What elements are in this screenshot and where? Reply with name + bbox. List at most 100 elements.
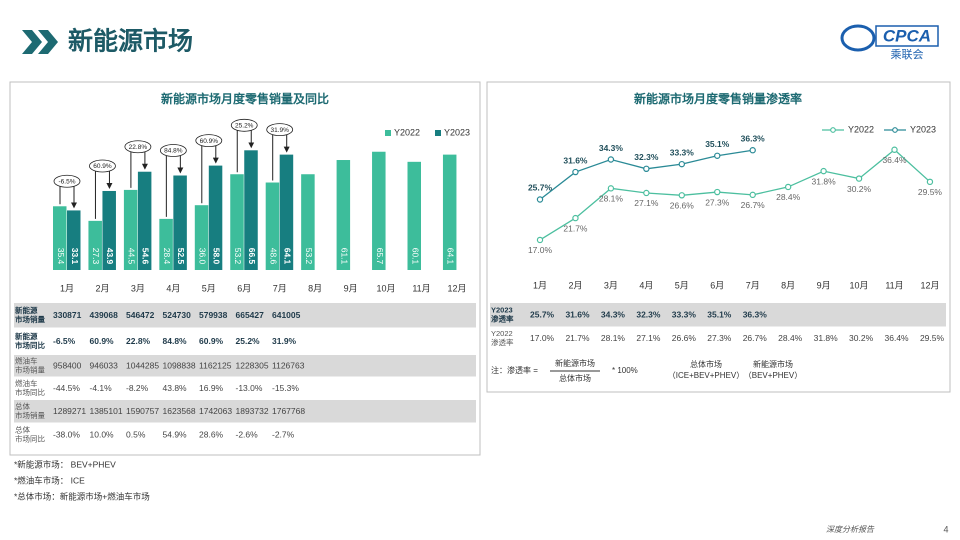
row-label: 新能源市场销量 <box>15 305 45 324</box>
chart-title: 新能源市场月度零售销量及同比 <box>161 91 329 106</box>
data-label: 58.0 <box>212 248 222 265</box>
x-tick-label: 10月 <box>850 280 869 290</box>
table-cell: -6.5% <box>53 336 76 346</box>
data-label: 54.6 <box>141 248 151 265</box>
x-tick-label: 8月 <box>781 280 795 290</box>
point <box>714 152 721 159</box>
table-cell: 1098838 <box>163 360 196 370</box>
yoy-bubble <box>89 159 116 173</box>
logo-box <box>875 25 939 47</box>
row-label: 总体市场销量 <box>15 401 45 420</box>
bar <box>372 151 386 270</box>
table-cell: 16.9% <box>199 383 224 393</box>
right-panel <box>486 81 951 393</box>
table-cell: 60.9% <box>199 336 224 346</box>
table-cell: 1767768 <box>272 406 305 416</box>
table-cell: 665427 <box>236 310 265 320</box>
point <box>536 196 544 203</box>
yoy-bubble <box>266 123 294 137</box>
table-cell: 17.0% <box>530 333 555 343</box>
point <box>926 178 934 186</box>
point <box>820 167 827 175</box>
logo-text: CPCA <box>883 26 931 45</box>
data-label: 36.4% <box>882 155 907 165</box>
yoy-label: 84.8% <box>164 148 183 155</box>
chevron <box>38 30 58 54</box>
legend-swatch <box>385 130 391 136</box>
table-cell: 330871 <box>53 310 82 320</box>
row-label: 燃油车市场同比 <box>15 378 45 397</box>
table-cell: 60.9% <box>90 336 115 346</box>
table-cell: 36.3% <box>743 309 768 319</box>
data-label: 43.9 <box>105 248 115 265</box>
x-tick-label: 2月 <box>95 283 109 293</box>
table-cell: 28.1% <box>601 333 626 343</box>
x-tick-label: 11月 <box>412 283 430 293</box>
line <box>539 148 931 241</box>
data-label: 65.7 <box>375 248 385 265</box>
row-label: 燃油车市场销量 <box>15 355 45 374</box>
x-tick-label: 9月 <box>344 283 358 293</box>
point <box>855 175 863 182</box>
table-cell: 43.8% <box>163 383 188 393</box>
table-cell: 1623568 <box>163 406 196 416</box>
formula-factor: * 100% <box>612 366 638 375</box>
table-cell: 31.9% <box>272 336 297 346</box>
x-tick-label: 7月 <box>273 283 287 293</box>
legend-label: Y2023 <box>910 124 936 134</box>
data-label: 53.2 <box>304 248 314 265</box>
bar <box>137 171 152 270</box>
table-cell: 29.5% <box>920 333 945 343</box>
bar <box>88 220 102 270</box>
yoy-bubble <box>195 134 223 148</box>
legend-label: Y2023 <box>444 127 470 137</box>
table-cell: 21.7% <box>565 333 590 343</box>
bar <box>194 205 209 270</box>
table-cell: 10.0% <box>90 429 115 439</box>
x-tick-label: 5月 <box>202 283 216 293</box>
row-label: 新能源市场同比 <box>15 331 45 350</box>
table-cell: 1228305 <box>236 360 269 370</box>
definition-name: 新能源市场 <box>753 359 793 369</box>
x-tick-label: 12月 <box>447 283 466 293</box>
data-label: 17.0% <box>528 245 553 255</box>
table-cell: 579938 <box>199 310 228 320</box>
data-label: 35.4 <box>56 248 66 265</box>
table-cell: 22.8% <box>126 336 151 346</box>
table-cell: 33.3% <box>672 309 697 319</box>
table-cell: 34.3% <box>601 309 626 319</box>
definition-scope: （BEV+PHEV） <box>744 371 802 380</box>
yoy-label: 31.9% <box>270 127 289 134</box>
point <box>607 185 615 192</box>
table-cell: 30.2% <box>849 333 874 343</box>
table-cell: 28.4% <box>778 333 803 343</box>
bar <box>53 206 67 270</box>
bar <box>230 174 244 270</box>
logo-subtext: 乘联会 <box>891 48 924 61</box>
row-label: Y2023 渗透率 <box>491 305 514 323</box>
data-label: 64.1 <box>446 248 456 265</box>
data-label: 48.6 <box>268 248 278 265</box>
point <box>891 146 898 153</box>
table-cell: 1162125 <box>199 360 232 370</box>
table-cell: 26.7% <box>743 333 768 343</box>
table-cell: 946033 <box>90 360 119 370</box>
table-cell: -2.6% <box>236 429 259 439</box>
bar <box>159 218 173 270</box>
bar <box>173 175 187 270</box>
yoy-label: -6.5% <box>59 178 76 185</box>
data-label: 64.1 <box>282 248 292 265</box>
table-row-bg <box>14 303 476 328</box>
table-cell: 1742063 <box>199 406 232 416</box>
page-number: 4 <box>943 524 948 534</box>
left-panel <box>9 81 481 456</box>
bar <box>102 190 116 270</box>
table-cell: 1385101 <box>90 406 123 416</box>
legend-swatch <box>435 130 441 136</box>
table-cell: -13.0% <box>236 383 263 393</box>
yoy-label: 60.9% <box>93 163 112 170</box>
point <box>607 156 615 163</box>
data-label: 27.3 <box>91 248 101 265</box>
definition-scope: （ICE+BEV+PHEV） <box>668 371 744 380</box>
row-label: Y2022 渗透率 <box>491 329 514 347</box>
